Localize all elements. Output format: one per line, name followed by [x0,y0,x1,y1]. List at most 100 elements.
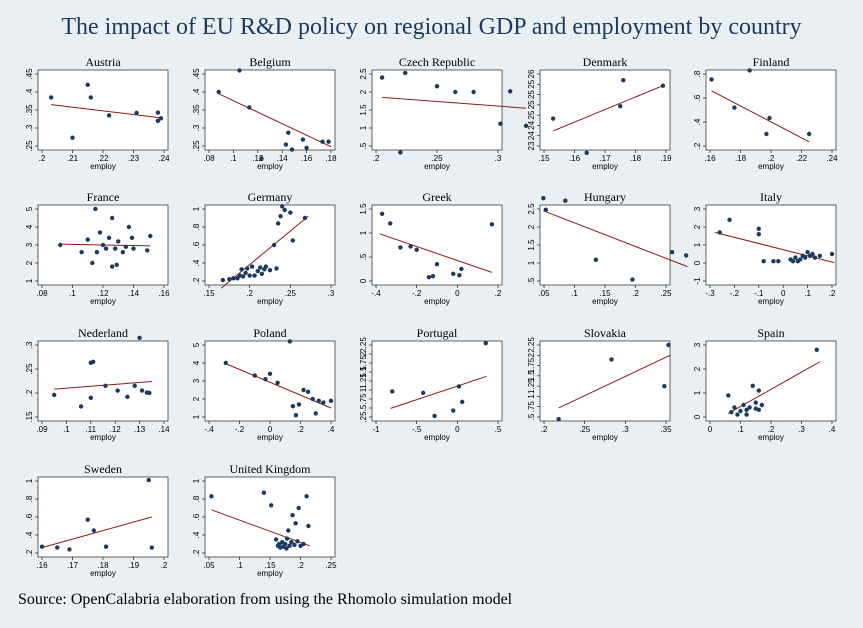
y-tick-label: 1.5 [527,239,536,251]
x-tick-label: -.4 [371,289,381,298]
y-tick-label: .75 [359,393,368,405]
x-tick-label: .2 [829,289,836,298]
data-point [290,404,296,409]
data-point [145,248,150,253]
x-tick-label: .05 [538,289,550,298]
data-point [283,541,288,547]
data-point [103,544,109,549]
y-tick-label: 1.5 [359,203,368,215]
source-note: Source: OpenCalabria elaboration from us… [18,591,513,608]
data-point [398,245,403,250]
y-tick-label: 4 [192,360,201,365]
y-tick-label: 0 [693,260,702,265]
x-tick-label: .18 [97,561,109,570]
y-tick-label: .8 [192,495,201,502]
data-point [70,135,75,140]
x-tick-label: .1 [236,561,243,570]
x-tick-label: -.2 [412,289,422,298]
plot-area [204,204,336,286]
y-tick-label: .2 [192,549,201,556]
y-tick-label: .3 [25,124,34,131]
data-point [227,277,232,282]
data-point [320,139,325,144]
x-tick-label: 0 [708,425,713,434]
x-tick-label: .2 [39,154,46,163]
y-tick-label: .5 [359,253,368,260]
panel-hungary: Hungary .05 .1 .15 .2 .25 .5 1 1.5 2 2.5 employ [527,190,689,306]
data-point [120,250,126,255]
data-point [139,388,145,393]
data-point [741,402,746,408]
x-tick-label: .17 [67,561,79,570]
y-tick-label: .25 [25,140,34,152]
x-axis-label: employ [257,569,283,578]
data-point [94,250,100,255]
x-tick-label: .18 [325,154,337,163]
panel-spain: Spain 0 .1 .2 .3 .4 0 1 2 3 employ [693,326,837,442]
data-point [293,413,299,418]
data-point [39,544,45,549]
plot-area [705,340,837,422]
x-axis-label: employ [424,297,450,306]
data-point [790,259,796,264]
data-point [103,246,109,251]
panel-greek: Greek -.4 -.2 0 .2 0 .5 1 1.5 employ [359,190,503,306]
plot-area [204,340,336,422]
panel-slovakia: Slovakia .2 .25 .3 .35 .5.75 11.251.51.7522.25… [527,326,672,442]
y-tick-label: 2 [527,353,536,358]
data-point [662,383,667,389]
x-tick-label: .5 [495,425,502,434]
data-point [390,389,395,394]
data-point [289,540,294,545]
data-point [460,399,465,405]
x-tick-label: -.2 [235,425,245,434]
y-tick-label: 1 [192,414,201,419]
data-point [584,150,589,156]
data-point [100,242,106,248]
x-tick-label: .16 [158,289,170,298]
data-point [498,121,503,126]
y-tick-label: 0 [693,414,702,419]
y-tick-label: .25 [359,411,368,423]
data-point [55,545,60,550]
data-point [543,207,549,212]
data-point [326,139,331,144]
panel-title: Nederland [78,326,128,340]
data-point [85,82,90,88]
data-point [280,204,285,209]
data-point [48,95,54,100]
data-point [155,118,161,124]
data-point [434,262,440,267]
y-tick-label: 1 [25,278,34,283]
plot-area [37,476,169,558]
data-point [457,273,462,278]
x-tick-label: .15 [264,561,276,570]
data-point [93,206,98,212]
data-point [240,274,246,279]
x-axis-label: employ [758,297,784,306]
data-point [814,347,819,352]
y-tick-label: .4 [25,531,34,538]
data-point [316,398,321,403]
fit-line [211,509,310,547]
data-point [767,115,772,121]
x-tick-label: .1 [230,154,237,163]
x-tick-label: .1 [737,425,744,434]
data-point [90,260,95,266]
x-tick-label: .2 [768,425,775,434]
data-point [258,265,263,270]
data-point [727,217,732,222]
panel-poland: Poland -.4 -.2 0 .2 .4 1 2 3 4 5 employ [192,326,336,442]
y-tick-label: .8 [693,70,702,77]
data-point [271,242,277,248]
x-tick-label: .18 [735,154,747,163]
data-point [231,276,236,281]
x-tick-label: .11 [86,425,97,434]
y-tick-label: .2 [25,549,34,556]
data-point [471,89,476,95]
data-point [756,388,761,393]
data-point [109,215,115,221]
y-tick-label: .8 [192,223,201,230]
data-point [302,215,308,221]
